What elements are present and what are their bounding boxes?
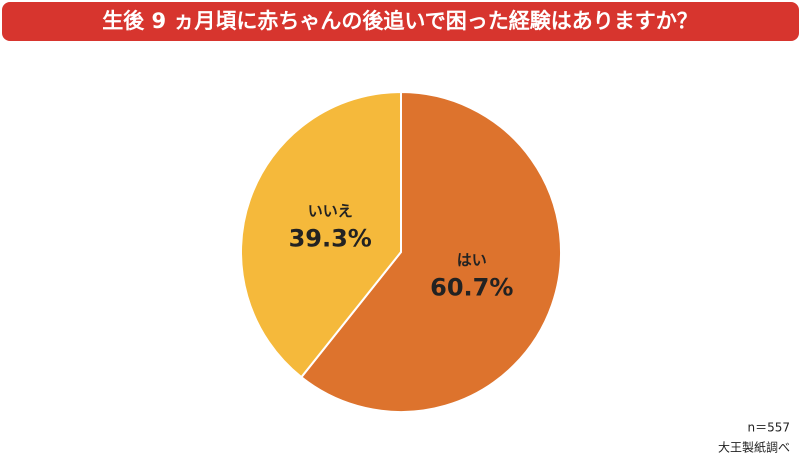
slice-category: はい xyxy=(457,251,487,269)
slice-category: いいえ xyxy=(308,202,353,220)
pie-slice xyxy=(240,90,402,379)
slice-value-label: 60.7% xyxy=(430,274,513,302)
source: 大王製紙調べ xyxy=(718,440,790,455)
slice-value-label: 39.3% xyxy=(289,224,372,252)
title-bar xyxy=(2,2,799,41)
sample-size: n＝557 xyxy=(747,421,790,435)
chart-title: 生後 9 ヵ月頃に赤ちゃんの後追いで困った経験はありますか？ xyxy=(102,9,698,33)
pie-slice xyxy=(299,90,562,413)
